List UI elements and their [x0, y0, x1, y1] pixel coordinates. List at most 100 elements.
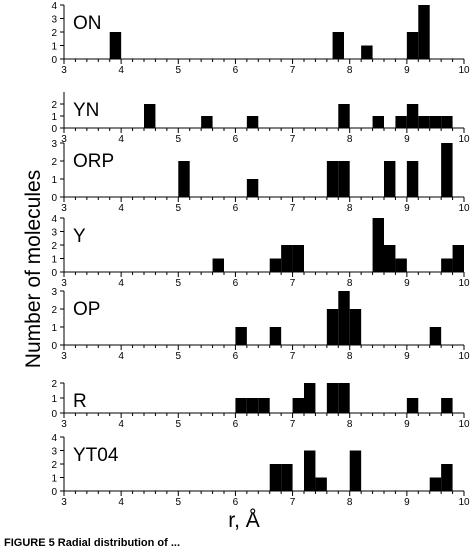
histogram-bar	[395, 258, 407, 272]
x-tick-label: 8	[347, 351, 353, 362]
panel-label: ORP	[73, 151, 114, 172]
histogram-bar	[361, 45, 373, 59]
histogram-bar	[372, 116, 384, 128]
histogram-bar	[144, 104, 156, 128]
histogram-bar	[235, 398, 247, 413]
x-tick-label: 10	[458, 351, 470, 362]
x-tick-label: 6	[233, 134, 239, 145]
x-tick-label: 6	[233, 351, 239, 362]
x-tick-label: 6	[233, 497, 239, 508]
y-tick-label: 1	[51, 323, 57, 334]
y-tick-label: 1	[51, 394, 57, 405]
histogram-bar	[406, 398, 419, 413]
x-tick-label: 3	[61, 65, 67, 76]
x-tick-label: 3	[61, 203, 67, 214]
x-tick-label: 4	[118, 203, 124, 214]
y-tick-label: 2	[51, 460, 57, 471]
x-tick-label: 8	[347, 497, 353, 508]
figure-caption: FIGURE 5 Radial distribution of ...	[4, 537, 180, 549]
x-tick-label: 5	[176, 497, 182, 508]
x-tick-label: 7	[290, 351, 296, 362]
x-tick-label: 10	[458, 134, 470, 145]
x-tick-label: 7	[290, 203, 296, 214]
histogram-bar	[326, 309, 339, 345]
histogram-bar	[406, 161, 419, 197]
histogram-bar	[338, 104, 350, 128]
histogram-bar	[338, 161, 350, 197]
histogram-bar	[292, 398, 304, 413]
histogram-bar	[212, 258, 224, 272]
x-tick-label: 10	[458, 419, 470, 430]
panel-label: Y	[73, 226, 86, 247]
y-tick-label: 1	[51, 175, 57, 186]
x-tick-label: 8	[347, 134, 353, 145]
y-tick-label: 0	[51, 193, 57, 204]
histogram-bar	[304, 450, 316, 491]
histogram-bar	[246, 179, 259, 197]
histogram-bar	[452, 245, 464, 272]
x-tick-label: 5	[176, 203, 182, 214]
histogram-bar	[304, 383, 316, 413]
x-tick-label: 3	[61, 419, 67, 430]
histogram-bar	[292, 245, 304, 272]
histogram-bar	[441, 398, 453, 413]
y-tick-label: 3	[51, 447, 57, 458]
y-tick-label: 2	[51, 379, 57, 390]
histogram-bar	[349, 450, 362, 491]
x-tick-label: 4	[118, 278, 124, 289]
x-tick-label: 7	[290, 65, 296, 76]
x-tick-label: 4	[118, 351, 124, 362]
x-tick-label: 7	[290, 497, 296, 508]
y-axis-title: Number of molecules	[22, 170, 45, 368]
x-tick-label: 9	[404, 351, 410, 362]
y-tick-label: 4	[51, 1, 57, 12]
histogram-bar	[395, 116, 407, 128]
panel-label: R	[73, 391, 87, 412]
histogram-bar	[441, 116, 453, 128]
x-tick-label: 4	[118, 419, 124, 430]
x-tick-label: 6	[233, 203, 239, 214]
y-tick-label: 1	[51, 112, 57, 123]
x-tick-label: 3	[61, 351, 67, 362]
x-tick-label: 7	[290, 278, 296, 289]
panel-label: YN	[73, 100, 99, 121]
histogram-bar	[441, 258, 453, 272]
histogram-bar	[406, 32, 419, 59]
y-tick-label: 2	[51, 100, 57, 111]
histogram-bar	[258, 398, 270, 413]
x-tick-label: 6	[233, 65, 239, 76]
histogram-bar	[338, 291, 350, 345]
histogram-bar	[429, 116, 442, 128]
y-tick-label: 0	[51, 124, 57, 135]
y-tick-label: 4	[51, 214, 57, 225]
x-tick-label: 9	[404, 278, 410, 289]
histogram-bar	[418, 116, 430, 128]
histogram-bar	[315, 477, 327, 491]
x-tick-label: 5	[176, 65, 182, 76]
histogram-bar	[326, 161, 339, 197]
y-tick-label: 2	[51, 305, 57, 316]
histogram-bar	[201, 116, 213, 128]
y-tick-label: 0	[51, 55, 57, 66]
x-tick-label: 6	[233, 419, 239, 430]
y-tick-label: 3	[51, 228, 57, 239]
panel-label: OP	[73, 299, 100, 320]
y-tick-label: 1	[51, 255, 57, 266]
histogram-bar	[332, 32, 344, 59]
x-tick-label: 7	[290, 419, 296, 430]
histogram-bar	[349, 309, 362, 345]
y-tick-label: 0	[51, 409, 57, 420]
x-tick-label: 8	[347, 65, 353, 76]
x-tick-label: 5	[176, 419, 182, 430]
y-tick-label: 3	[51, 287, 57, 298]
x-tick-label: 5	[176, 351, 182, 362]
y-tick-label: 0	[51, 341, 57, 352]
x-tick-label: 4	[118, 497, 124, 508]
y-tick-label: 1	[51, 474, 57, 485]
panel-label: YT04	[73, 445, 119, 466]
histogram-bar	[235, 327, 247, 345]
x-tick-label: 10	[458, 497, 470, 508]
y-tick-label: 3	[51, 139, 57, 150]
histogram-bar	[269, 464, 282, 491]
